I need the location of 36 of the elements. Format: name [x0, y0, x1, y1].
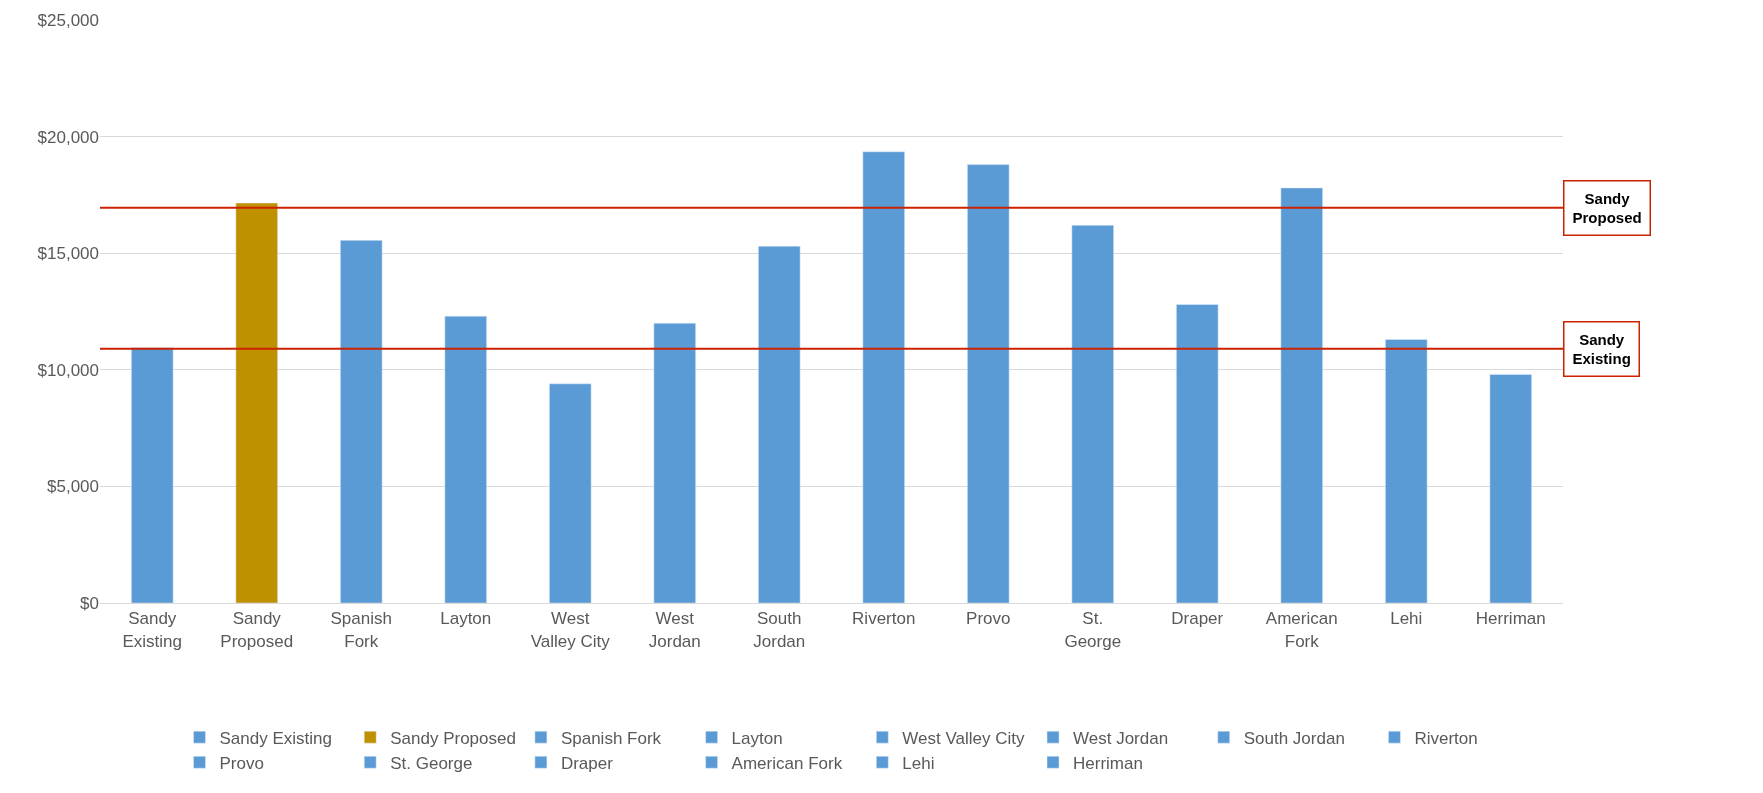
x-tick-label: American Fork	[1265, 609, 1338, 651]
x-tick-label: Herriman	[1475, 609, 1546, 629]
y-tick-label: $5,000	[47, 477, 99, 497]
x-tick-label: St. George	[1064, 609, 1122, 651]
x-tick-label: Draper	[1171, 609, 1224, 629]
legend-label: Lehi	[902, 753, 935, 773]
x-tick-label: Spanish Fork	[330, 609, 392, 651]
legend-label: Draper	[560, 753, 614, 773]
x-tick-label: Provo	[966, 609, 1011, 629]
y-tick-label: $25,000	[37, 10, 99, 30]
x-tick-label: Sandy Proposed	[220, 609, 294, 651]
legend-label: Sandy Existing	[219, 728, 332, 748]
legend-label: Sandy Proposed	[390, 728, 516, 748]
y-tick-label: $10,000	[37, 360, 99, 380]
x-tick-label: West Jordan	[648, 609, 701, 651]
y-tick-label: $20,000	[37, 127, 99, 147]
legend-label: South Jordan	[1243, 728, 1345, 748]
x-tick-label: West Valley City	[530, 609, 611, 651]
legend-label: Herriman	[1073, 753, 1143, 773]
legend-label: Riverton	[1414, 728, 1478, 748]
x-tick-label: Layton	[440, 609, 492, 629]
ref-line-label: Sandy Proposed	[1572, 189, 1642, 226]
legend-label: Spanish Fork	[560, 728, 662, 748]
x-tick-label: Riverton	[852, 609, 916, 629]
x-tick-label: Sandy Existing	[122, 609, 183, 651]
legend-label: Provo	[219, 753, 264, 773]
legend-label: West Valley City	[902, 728, 1025, 748]
legend-label: St. George	[390, 753, 473, 773]
legend-label: American Fork	[731, 753, 843, 773]
y-tick-label: $0	[80, 593, 99, 613]
ref-line-label: Sandy Existing	[1572, 330, 1631, 367]
legend-label: Layton	[731, 728, 783, 748]
legend-label: West Jordan	[1073, 728, 1169, 748]
y-tick-label: $15,000	[37, 244, 99, 264]
x-tick-label: Lehi	[1390, 609, 1423, 629]
x-tick-label: South Jordan	[753, 609, 806, 651]
